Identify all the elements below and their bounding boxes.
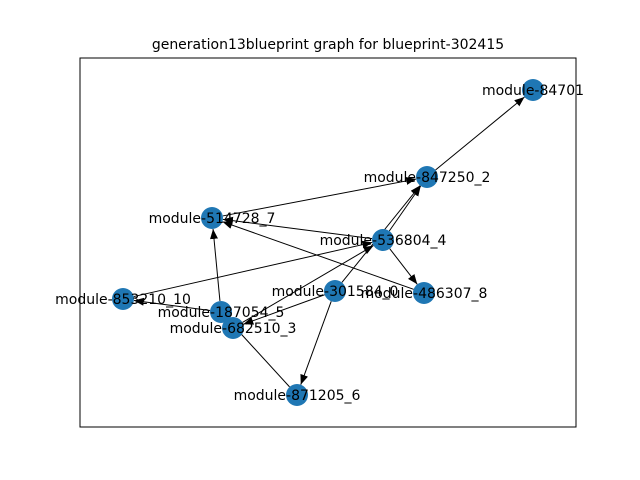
node-label-module-84701: module-84701: [482, 83, 584, 99]
node-module-536804-4[interactable]: [372, 229, 394, 251]
graph-title: generation13blueprint graph for blueprin…: [152, 37, 504, 53]
edge-module-847250-2-to-module-84701: [435, 96, 525, 171]
edge-module-301584-0-to-module-871205-6: [300, 301, 332, 385]
labels-layer: module-84701 module-847250_2 module-514728…: [55, 83, 584, 404]
node-module-871205-6[interactable]: [286, 384, 308, 406]
edge-module-187054-5-to-module-853210-10: [133, 297, 211, 312]
node-module-847250-2[interactable]: [416, 166, 438, 188]
node-label-module-853210-10: module-853210_10: [55, 292, 191, 308]
node-module-301584-0[interactable]: [324, 280, 346, 302]
edge-module-301584-0-to-module-682510-3: [243, 294, 325, 325]
node-module-187054-5[interactable]: [210, 301, 232, 323]
node-module-853210-10[interactable]: [112, 288, 134, 310]
edge-module-514728-7-to-module-847250-2: [222, 177, 417, 217]
node-module-486307-8[interactable]: [413, 282, 435, 304]
node-label-module-871205-6: module-871205_6: [234, 388, 361, 404]
nodes-layer: [112, 79, 544, 406]
node-module-84701[interactable]: [522, 79, 544, 101]
node-label-module-536804-4: module-536804_4: [320, 233, 447, 249]
edge-module-536804-4-to-module-514728-7: [222, 216, 373, 240]
plot-frame: [79, 57, 577, 428]
node-label-module-301584-0: module-301584_0: [272, 284, 399, 300]
edge-module-853210-10-to-module-536804-4: [133, 240, 373, 298]
node-label-module-187054-5: module-187054_5: [158, 305, 285, 321]
edge-module-187054-5-to-module-514728-7: [210, 228, 221, 302]
node-label-module-486307-8: module-486307_8: [361, 286, 488, 302]
node-module-514728-7[interactable]: [201, 207, 223, 229]
node-label-module-514728-7: module-514728_7: [149, 211, 276, 227]
edge-module-486307-8-to-module-514728-7: [222, 221, 414, 290]
node-module-682510-3[interactable]: [222, 317, 244, 339]
node-label-module-847250-2: module-847250_2: [364, 170, 491, 186]
edges-layer: [133, 96, 525, 388]
edge-module-536804-4-to-module-847250-2: [388, 185, 422, 232]
node-label-module-682510-3: module-682510_3: [170, 321, 297, 337]
edge-module-682510-3-to-module-536804-4: [242, 245, 374, 323]
edge-module-536804-4-to-module-486307-8: [389, 248, 418, 285]
